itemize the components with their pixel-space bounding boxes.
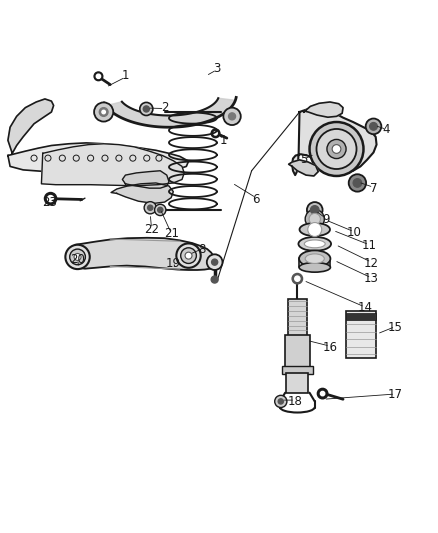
- Text: 3: 3: [213, 62, 220, 75]
- Text: 2: 2: [161, 101, 168, 114]
- Circle shape: [144, 201, 156, 214]
- Circle shape: [211, 276, 218, 283]
- Circle shape: [307, 202, 322, 218]
- Circle shape: [47, 196, 53, 201]
- Ellipse shape: [300, 223, 330, 236]
- Circle shape: [94, 72, 103, 80]
- Circle shape: [310, 122, 364, 176]
- Circle shape: [148, 205, 153, 211]
- Circle shape: [275, 395, 287, 408]
- Circle shape: [207, 254, 223, 270]
- Circle shape: [366, 118, 381, 134]
- Bar: [286, 373, 308, 393]
- Circle shape: [99, 108, 108, 116]
- Bar: [285, 335, 310, 367]
- Circle shape: [311, 206, 319, 214]
- Circle shape: [211, 129, 220, 138]
- Polygon shape: [75, 238, 218, 270]
- Circle shape: [102, 110, 106, 114]
- Text: 10: 10: [346, 226, 361, 239]
- Text: 1: 1: [122, 69, 129, 83]
- Text: 17: 17: [388, 389, 403, 401]
- Circle shape: [140, 102, 153, 116]
- Text: 7: 7: [370, 182, 377, 195]
- Circle shape: [321, 391, 325, 396]
- Circle shape: [181, 248, 196, 263]
- Circle shape: [292, 273, 303, 284]
- Circle shape: [185, 252, 192, 259]
- Text: 22: 22: [144, 223, 159, 236]
- Circle shape: [74, 254, 81, 261]
- Polygon shape: [303, 102, 343, 117]
- Ellipse shape: [299, 251, 330, 267]
- Circle shape: [305, 209, 324, 229]
- Circle shape: [317, 129, 357, 169]
- Ellipse shape: [298, 237, 331, 251]
- Text: 6: 6: [252, 192, 260, 206]
- Circle shape: [229, 113, 236, 120]
- Circle shape: [65, 245, 90, 269]
- Bar: [288, 299, 307, 336]
- Circle shape: [308, 223, 322, 237]
- Text: 12: 12: [364, 256, 379, 270]
- Polygon shape: [42, 144, 184, 185]
- Text: 5: 5: [300, 154, 307, 166]
- Circle shape: [143, 106, 149, 112]
- Polygon shape: [111, 183, 173, 204]
- Circle shape: [309, 213, 321, 225]
- Bar: [282, 366, 313, 375]
- Text: 9: 9: [322, 213, 329, 226]
- Text: 11: 11: [362, 239, 377, 252]
- Circle shape: [212, 259, 218, 265]
- Polygon shape: [122, 171, 169, 188]
- Circle shape: [278, 399, 283, 404]
- Circle shape: [94, 102, 113, 122]
- Text: 21: 21: [164, 228, 179, 240]
- Circle shape: [155, 204, 166, 215]
- Text: 1: 1: [219, 134, 227, 147]
- Circle shape: [96, 74, 101, 78]
- Circle shape: [353, 179, 362, 187]
- Text: 13: 13: [364, 272, 379, 285]
- Circle shape: [349, 174, 366, 192]
- Ellipse shape: [305, 254, 324, 263]
- Text: 14: 14: [357, 301, 372, 314]
- Circle shape: [295, 276, 300, 281]
- Circle shape: [332, 144, 341, 154]
- Text: 18: 18: [288, 395, 303, 408]
- Circle shape: [214, 132, 217, 135]
- Circle shape: [223, 108, 241, 125]
- Text: 15: 15: [388, 321, 403, 334]
- Ellipse shape: [299, 263, 330, 272]
- Ellipse shape: [304, 240, 325, 248]
- Text: 16: 16: [322, 341, 338, 353]
- Polygon shape: [106, 98, 235, 127]
- Text: 20: 20: [70, 254, 85, 266]
- Polygon shape: [8, 143, 188, 174]
- Circle shape: [45, 192, 57, 205]
- Circle shape: [327, 140, 346, 158]
- Polygon shape: [289, 160, 318, 176]
- Bar: [346, 313, 376, 320]
- Polygon shape: [8, 99, 53, 154]
- Text: 8: 8: [198, 244, 205, 256]
- Circle shape: [70, 249, 85, 265]
- Bar: [346, 311, 376, 358]
- Circle shape: [158, 207, 163, 213]
- Circle shape: [177, 244, 201, 268]
- Text: 4: 4: [383, 123, 390, 136]
- Polygon shape: [292, 108, 377, 175]
- Text: 23: 23: [42, 196, 57, 208]
- Circle shape: [370, 123, 378, 130]
- Circle shape: [318, 389, 328, 399]
- Text: 19: 19: [166, 256, 181, 270]
